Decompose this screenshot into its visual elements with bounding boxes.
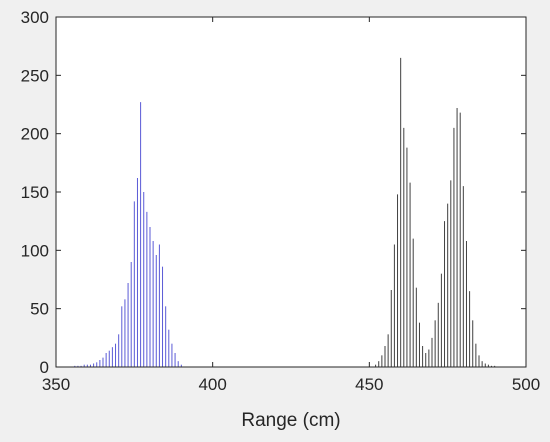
x-tick-label-450: 450 — [355, 375, 383, 394]
ticks-group: 350 400 450 500 0 50 100 150 200 250 300 — [21, 8, 541, 394]
y-tick-label-200: 200 — [21, 125, 49, 144]
y-tick-label-0: 0 — [40, 358, 49, 377]
y-tick-label-100: 100 — [21, 241, 49, 260]
y-tick-label-250: 250 — [21, 66, 49, 85]
x-tick-label-350: 350 — [42, 375, 70, 394]
y-tick-label-50: 50 — [30, 300, 49, 319]
x-tick-label-500: 500 — [512, 375, 540, 394]
y-tick-label-300: 300 — [21, 8, 49, 27]
y-tick-label-150: 150 — [21, 183, 49, 202]
bars-group — [74, 57, 496, 367]
x-axis-title: Range (cm) — [241, 410, 340, 431]
plot-area — [56, 17, 526, 367]
x-tick-label-400: 400 — [198, 375, 226, 394]
